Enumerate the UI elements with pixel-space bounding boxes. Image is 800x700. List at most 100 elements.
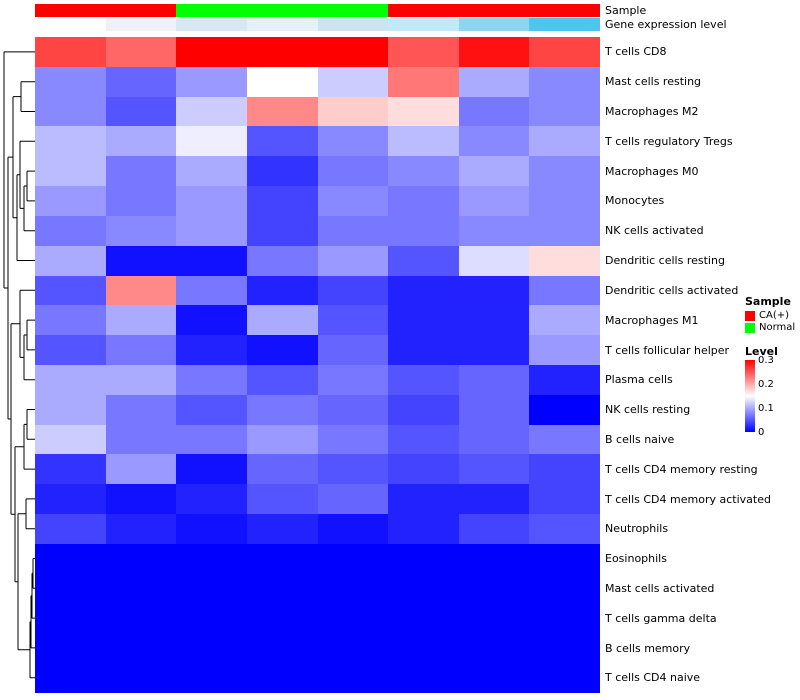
heatmap-cell: [458, 573, 530, 604]
heatmap-cell: [458, 126, 530, 157]
expression-annotation-segment: [35, 18, 106, 31]
heatmap-cell: [317, 663, 389, 693]
row-dendrogram: [3, 51, 35, 679]
heatmap-grid: [35, 37, 600, 693]
heatmap-cell: [458, 424, 530, 455]
legend-sample-item: CA(+): [745, 310, 795, 321]
level-tick: 0.2: [758, 379, 774, 390]
heatmap-cell: [388, 364, 459, 395]
heatmap-cell: [529, 215, 600, 246]
heatmap-cell: [529, 275, 600, 306]
heatmap-cell: [388, 454, 459, 485]
heatmap-cell: [388, 573, 459, 604]
heatmap-row: [35, 394, 600, 425]
heatmap-cell: [246, 66, 318, 97]
legend-sample: Sample CA(+) Normal: [745, 295, 795, 333]
level-gradient-bar: [745, 360, 755, 432]
heatmap-cell: [529, 335, 600, 365]
heatmap-cell: [105, 454, 177, 485]
legend-sample-title: Sample: [745, 295, 791, 308]
heatmap-cell: [176, 514, 247, 544]
heatmap-cell: [105, 275, 177, 306]
heatmap-cell: [176, 37, 247, 67]
heatmap-cell: [246, 156, 318, 187]
heatmap-cell: [176, 603, 247, 634]
heatmap-cell: [317, 633, 389, 664]
expression-annotation-segment: [246, 18, 318, 31]
row-label: B cells naive: [605, 432, 675, 446]
heatmap-cell: [317, 603, 389, 634]
heatmap-cell: [105, 126, 177, 157]
legend-panel: Sample CA(+) Normal Level 0.3 0.2 0.1 0: [745, 295, 795, 438]
sample-annotation-segment: [35, 4, 177, 17]
heatmap-cell: [529, 37, 600, 67]
heatmap-cell: [458, 394, 530, 425]
heatmap-cell: [388, 96, 459, 127]
heatmap-cell: [105, 245, 177, 276]
heatmap-cell: [35, 663, 106, 693]
heatmap-row: [35, 573, 600, 604]
heatmap-cell: [317, 37, 389, 67]
heatmap-cell: [388, 394, 459, 425]
legend-level: Level 0.3 0.2 0.1 0: [745, 345, 795, 438]
heatmap-row: [35, 215, 600, 246]
heatmap-cell: [458, 37, 530, 67]
heatmap-cell: [317, 394, 389, 425]
heatmap-cell: [529, 364, 600, 395]
heatmap-cell: [458, 186, 530, 216]
heatmap-cell: [458, 484, 530, 514]
expression-annotation-label: Gene expression level: [605, 18, 727, 31]
heatmap-cell: [35, 305, 106, 336]
heatmap-cell: [35, 275, 106, 306]
heatmap-cell: [246, 543, 318, 574]
heatmap-cell: [458, 633, 530, 664]
heatmap-cell: [529, 603, 600, 634]
heatmap-cell: [35, 96, 106, 127]
heatmap-cell: [458, 335, 530, 365]
heatmap-cell: [35, 156, 106, 187]
heatmap-row: [35, 126, 600, 157]
heatmap-cell: [35, 633, 106, 664]
row-label: B cells memory: [605, 641, 691, 655]
heatmap-cell: [388, 603, 459, 634]
heatmap-cell: [388, 215, 459, 246]
heatmap-cell: [246, 663, 318, 693]
expression-annotation-segment: [176, 18, 247, 31]
heatmap-row: [35, 364, 600, 395]
heatmap-cell: [317, 484, 389, 514]
heatmap-cell: [388, 37, 459, 67]
heatmap-cell: [176, 126, 247, 157]
heatmap-cell: [529, 305, 600, 336]
heatmap-cell: [317, 514, 389, 544]
heatmap-cell: [529, 454, 600, 485]
row-labels: T cells CD8 Mast cells resting Macrophages…: [605, 37, 771, 693]
expression-annotation-segment: [529, 18, 600, 31]
heatmap-cell: [317, 66, 389, 97]
heatmap-cell: [458, 245, 530, 276]
expression-annotation-segment: [105, 18, 177, 31]
heatmap-cell: [176, 663, 247, 693]
heatmap-row: [35, 335, 600, 365]
level-tick: 0.3: [758, 355, 774, 366]
level-tick: 0.1: [758, 403, 774, 414]
heatmap-cell: [246, 245, 318, 276]
heatmap-cell: [458, 305, 530, 336]
heatmap-cell: [246, 454, 318, 485]
heatmap-cell: [105, 663, 177, 693]
heatmap-cell: [176, 364, 247, 395]
heatmap-row: [35, 543, 600, 574]
heatmap-cell: [388, 156, 459, 187]
heatmap-cell: [35, 514, 106, 544]
legend-item-label: CA(+): [759, 310, 790, 321]
heatmap-cell: [246, 633, 318, 664]
heatmap-cell: [458, 156, 530, 187]
heatmap-row: [35, 186, 600, 216]
row-label: Dendritic cells activated: [605, 283, 739, 297]
heatmap-cell: [176, 543, 247, 574]
heatmap-cell: [388, 275, 459, 306]
row-label: Neutrophils: [605, 522, 669, 536]
heatmap-cell: [105, 484, 177, 514]
heatmap-cell: [105, 335, 177, 365]
sample-annotation-bar: [35, 4, 600, 17]
heatmap-cell: [529, 484, 600, 514]
